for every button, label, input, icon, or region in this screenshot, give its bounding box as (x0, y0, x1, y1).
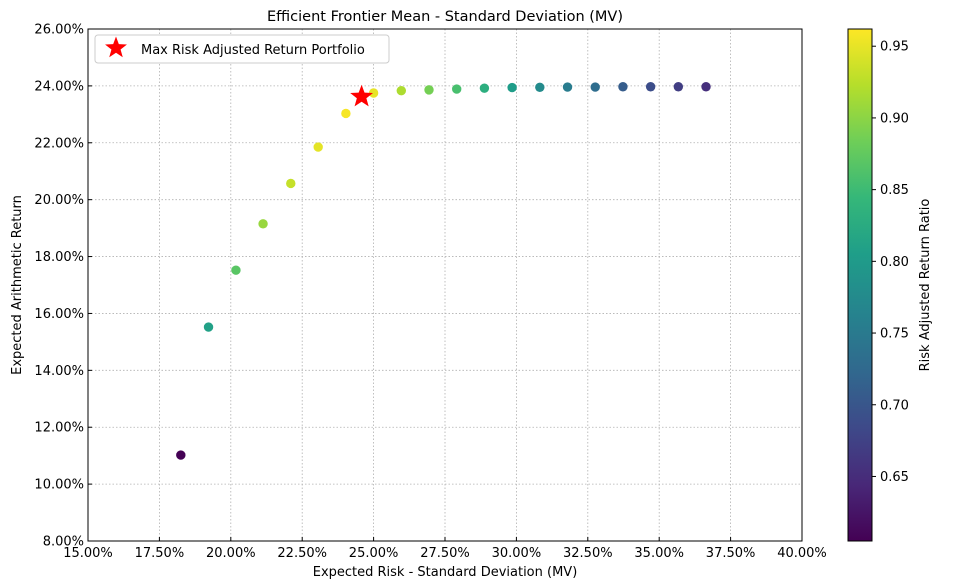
legend: Max Risk Adjusted Return Portfolio (94, 34, 390, 64)
colorbar-tick-label: 0.75 (880, 327, 909, 342)
x-tick-label: 30.00% (492, 546, 542, 561)
y-tick-label: 26.00% (34, 23, 84, 38)
colorbar-tick-label: 0.95 (880, 40, 909, 55)
y-axis-label: Expected Arithmetic Return (10, 195, 25, 375)
x-tick-label: 25.00% (349, 546, 399, 561)
colorbar: 0.65 0.70 0.75 0.80 0.85 0.90 0.95 Risk Adjust… (847, 28, 933, 542)
legend-box (94, 34, 390, 64)
y-tick-label: 10.00% (34, 478, 84, 493)
colorbar-tick-label: 0.65 (880, 470, 909, 485)
y-tick-label: 14.00% (34, 364, 84, 379)
frontier-point (507, 82, 517, 93)
y-tick-label: 18.00% (34, 250, 84, 265)
frontier-point (231, 265, 241, 275)
x-tick-label: 15.00% (63, 546, 113, 561)
max-ratio-marker (350, 84, 374, 107)
colorbar-tick-label: 0.90 (880, 111, 909, 126)
x-tick-label: 35.00% (634, 546, 684, 561)
frontier-point (368, 88, 379, 98)
y-tick-label: 8.00% (43, 535, 84, 550)
y-tick-label: 24.00% (34, 79, 84, 94)
x-tick-label: 37.50% (706, 546, 756, 561)
x-axis-ticks: 15.00% 17.50% 20.00% 22.50% 25.00% 27.50% 30.0… (63, 537, 827, 561)
chart-title: Efficient Frontier Mean - Standard Devia… (267, 9, 623, 25)
frontier-point (424, 85, 434, 95)
colorbar-tick-label: 0.70 (880, 398, 909, 413)
frontier-point (286, 178, 296, 189)
frontier-point (673, 82, 684, 92)
legend-star-icon (105, 36, 127, 58)
frontier-point (535, 82, 545, 93)
x-tick-label: 22.50% (277, 546, 327, 561)
y-tick-label: 16.00% (34, 307, 84, 322)
frontier-point (645, 82, 656, 92)
frontier-point (396, 86, 407, 96)
colorbar-tick-label: 0.80 (880, 255, 909, 270)
x-tick-label: 17.50% (135, 546, 185, 561)
frontier-point (479, 83, 490, 93)
x-tick-label: 40.00% (777, 546, 827, 561)
y-tick-label: 22.00% (34, 136, 84, 151)
frontier-point (562, 82, 573, 92)
frontier-point (452, 84, 462, 94)
frontier-point (618, 82, 628, 92)
colorbar-ticks: 0.65 0.70 0.75 0.80 0.85 0.90 0.95 (872, 40, 909, 485)
frontier-point (701, 82, 711, 92)
frontier-point (590, 82, 600, 92)
x-tick-label: 32.50% (563, 546, 613, 561)
legend-label: Max Risk Adjusted Return Portfolio (141, 43, 365, 58)
grid-lines (87, 28, 803, 542)
colorbar-tick-label: 0.85 (880, 183, 909, 198)
x-axis-label: Expected Risk - Standard Deviation (MV) (313, 565, 578, 580)
y-tick-label: 20.00% (34, 193, 84, 208)
y-axis-ticks: 8.00% 10.00% 12.00% 14.00% 16.00% 18.00% 20.00… (34, 23, 92, 550)
frontier-point (258, 219, 268, 229)
frontier-point (313, 142, 323, 152)
max-ratio-star (350, 84, 374, 107)
frontier-point (341, 108, 351, 119)
y-tick-label: 12.00% (34, 421, 84, 436)
x-tick-label: 20.00% (206, 546, 256, 561)
frontier-point (203, 322, 214, 332)
scatter-points (176, 82, 711, 460)
frontier-point (176, 450, 186, 460)
x-tick-label: 27.50% (420, 546, 470, 561)
colorbar-gradient (847, 28, 873, 542)
colorbar-label: Risk Adjusted Return Ratio (918, 199, 933, 372)
